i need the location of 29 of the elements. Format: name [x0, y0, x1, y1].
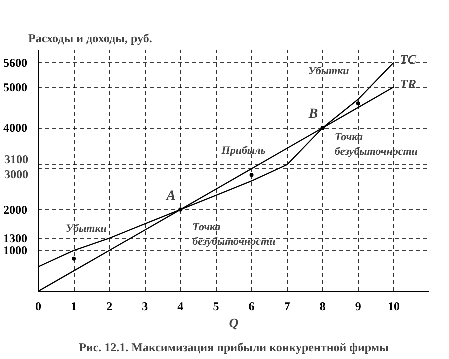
x-tick-label: 9: [355, 300, 362, 314]
x-tick-label: 10: [388, 300, 400, 314]
annotation: Точка безубыточности: [192, 221, 276, 248]
x-tick-label: 0: [36, 300, 42, 314]
y-axis-title: Расходы и доходы, руб.: [28, 32, 152, 46]
y-tick-label: 3100: [4, 152, 28, 166]
annotation: A: [166, 188, 176, 204]
x-tick-label: 8: [320, 300, 326, 314]
text: Рис. 12.1. Максимизация прибыли конкурентной фирмы: [79, 340, 390, 354]
annotation: Убытки: [308, 66, 350, 78]
y-tick-label: 5600: [4, 56, 28, 70]
x-tick-label: 4: [178, 300, 184, 314]
annotation: Точка безубыточности: [334, 132, 418, 158]
x-tick-label: 1: [71, 300, 78, 314]
annotation: Прибыль: [220, 145, 266, 158]
x-tick-label: 6: [248, 300, 255, 314]
annotation: B: [308, 107, 318, 122]
y-tick-label: 5000: [4, 80, 28, 94]
x-tick-label: 2: [106, 300, 113, 314]
x-tick-label: 5: [213, 300, 220, 314]
y-tick-label: 1000: [4, 244, 28, 258]
y-tick-label: 1300: [4, 231, 28, 246]
y-tick-label: 2000: [4, 202, 28, 217]
x-axis-title: Q: [229, 316, 240, 330]
y-tick-label: 3000: [4, 167, 28, 182]
annotation: Убытки: [66, 222, 107, 235]
y-tick-label: 4000: [4, 121, 28, 136]
x-tick-label: 3: [142, 300, 148, 314]
x-tick-label: 7: [284, 300, 290, 314]
